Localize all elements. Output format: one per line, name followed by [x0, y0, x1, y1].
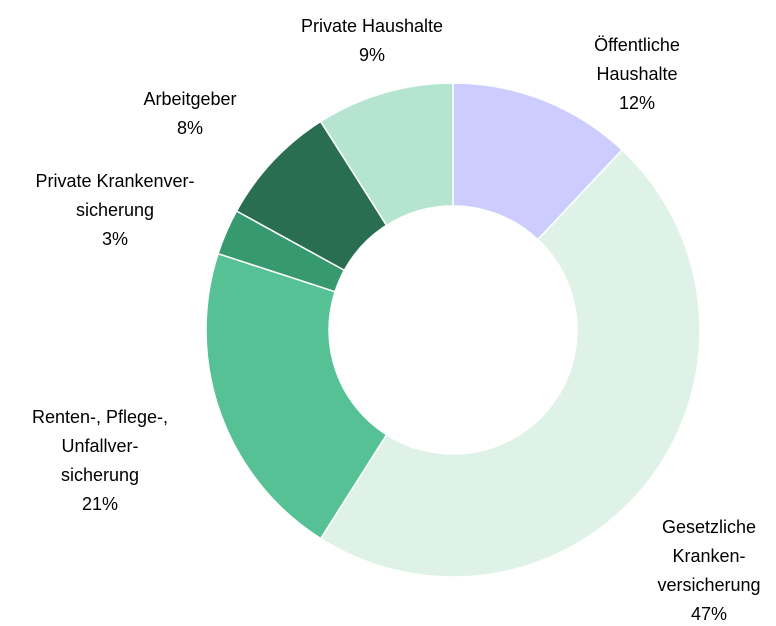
value-label: 21%: [82, 494, 118, 514]
value-label: 12%: [619, 93, 655, 113]
donut-slice: [319, 82, 454, 227]
slice-label: Renten-, Pflege-, Unfallver-sicherung: [32, 407, 168, 485]
donut-slice: [319, 148, 701, 578]
value-label: 9%: [359, 45, 385, 65]
value-label: 47%: [691, 604, 727, 624]
value-label: 3%: [102, 229, 128, 249]
slice-label: Öffentliche Haushalte: [594, 35, 680, 84]
slice-label: Gesetzliche Kranken-versicherung: [657, 517, 760, 595]
slice-label: Private Krankenver-sicherung: [35, 171, 194, 220]
slice-label: Arbeitgeber: [143, 89, 236, 109]
slice-label: Private Haushalte: [301, 16, 443, 36]
donut-slice: [205, 252, 388, 540]
value-label: 8%: [177, 118, 203, 138]
